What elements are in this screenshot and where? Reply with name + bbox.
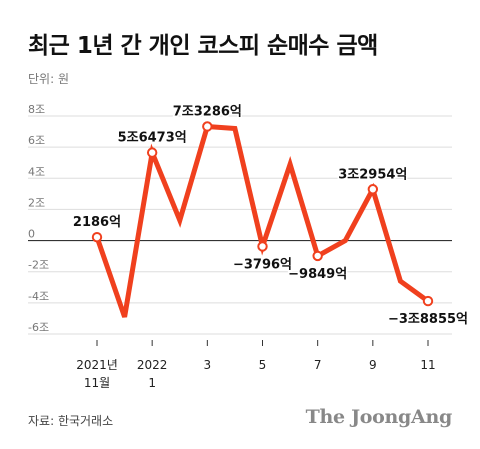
data-label: 7조3286억 xyxy=(173,104,242,119)
data-point xyxy=(312,250,323,262)
data-label: −3조8855억 xyxy=(388,312,468,327)
series-line xyxy=(94,123,431,318)
x-tick-label: 3 xyxy=(204,358,212,372)
data-label: −9849억 xyxy=(288,267,347,282)
y-tick-label: 2조 xyxy=(28,196,45,209)
y-tick-label: 6조 xyxy=(28,134,45,147)
data-label: −3796억 xyxy=(233,257,292,272)
y-tick-label: -2조 xyxy=(28,259,49,272)
unit-label: 단위: 원 xyxy=(28,72,69,86)
data-point xyxy=(367,184,379,195)
y-tick-label: -6조 xyxy=(28,321,49,334)
data-point xyxy=(91,231,103,243)
x-tick-label: 5 xyxy=(259,358,267,372)
x-tick-label: 2022 xyxy=(137,358,168,372)
y-tick-label: 8조 xyxy=(28,103,45,116)
data-point xyxy=(146,147,158,158)
data-label: 2186억 xyxy=(73,215,121,230)
chart-title: 최근 1년 간 개인 코스피 순매수 금액 xyxy=(28,33,378,59)
x-tick-label: 9 xyxy=(369,358,377,372)
data-point xyxy=(202,121,213,132)
data-label: 3조2954억 xyxy=(338,167,407,182)
y-tick-label: 0 xyxy=(28,228,35,241)
x-tick-label: 11 xyxy=(420,358,435,372)
x-tick-label: 2021년 xyxy=(76,358,118,372)
data-point xyxy=(257,241,268,252)
y-tick-label: -4조 xyxy=(28,290,49,303)
source-label: 자료: 한국거래소 xyxy=(28,414,114,428)
x-tick-label-line2: 1 xyxy=(148,376,156,390)
x-tick-label: 7 xyxy=(314,358,322,372)
data-label: 5조6473억 xyxy=(118,131,187,146)
x-tick-label-line2: 11월 xyxy=(84,376,110,390)
data-point xyxy=(422,295,434,307)
brand-logo: The JoongAng xyxy=(305,406,453,428)
y-tick-label: 4조 xyxy=(28,165,45,178)
